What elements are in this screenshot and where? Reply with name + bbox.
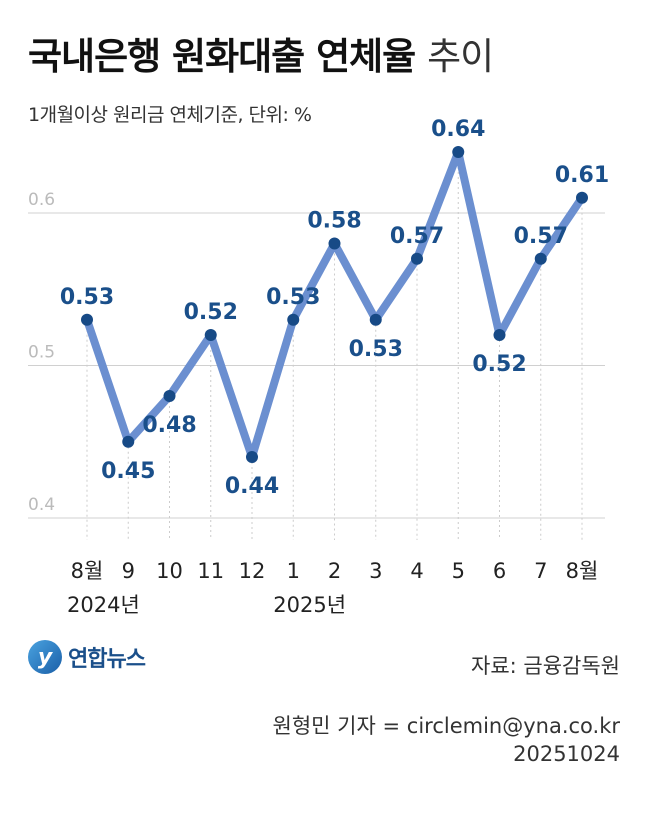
year-label: 2024년 <box>67 593 140 617</box>
data-point <box>163 390 176 402</box>
x-tick-label: 3 <box>369 559 382 583</box>
logo-text: 연합뉴스 <box>68 647 146 672</box>
data-point <box>81 313 93 326</box>
credit-reporter: 원형민 기자 = circlemin@yna.co.kr <box>272 714 620 738</box>
data-label: 0.61 <box>555 163 609 188</box>
credit: 원형민 기자 = circlemin@yna.co.kr 20251024 <box>273 712 620 768</box>
logo-mark-icon: y <box>28 640 62 674</box>
data-point <box>493 329 506 341</box>
data-label: 0.58 <box>307 209 361 234</box>
x-tick-label: 7 <box>534 559 547 583</box>
y-tick-label: 0.6 <box>28 190 55 210</box>
line-chart: 0.4 0.5 0.6 0.53 0.45 0.48 0.52 0.44 0.53 0.58 0.… <box>28 117 609 617</box>
x-tick-label: 8월 <box>566 559 599 583</box>
data-point <box>204 329 217 341</box>
source-note: 자료: 금융감독원 <box>471 654 620 678</box>
data-label: 0.53 <box>266 285 320 310</box>
data-label: 0.53 <box>60 285 114 310</box>
year-label: 2025년 <box>273 593 346 617</box>
x-tick-label: 11 <box>197 559 224 583</box>
data-label: 0.44 <box>225 474 279 499</box>
data-point <box>411 252 423 265</box>
credit-date: 20251024 <box>513 742 620 766</box>
x-tick-label: 10 <box>156 559 183 583</box>
data-point <box>576 191 588 204</box>
yonhap-logo: y 연합뉴스 <box>28 640 146 674</box>
data-point <box>246 451 258 463</box>
y-tick-label: 0.5 <box>28 343 55 363</box>
data-label: 0.53 <box>349 337 403 362</box>
data-label: 0.64 <box>431 117 485 142</box>
data-point <box>122 435 135 448</box>
chart-title: 국내은행 원화대출 연체율 추이 <box>28 35 494 78</box>
y-tick-label: 0.4 <box>28 495 55 515</box>
data-label: 0.45 <box>101 459 155 484</box>
x-tick-label: 2 <box>328 559 341 583</box>
data-point <box>328 237 341 250</box>
data-label: 0.57 <box>390 224 444 249</box>
x-tick-label: 1 <box>287 559 300 583</box>
x-tick-label: 12 <box>239 559 266 583</box>
data-label: 0.48 <box>142 413 196 438</box>
x-tick-label: 8월 <box>71 559 104 583</box>
data-label: 0.57 <box>514 224 568 249</box>
chart-subtitle: 1개월이상 원리금 연체기준, 단위: % <box>28 104 312 126</box>
data-label: 0.52 <box>184 300 238 325</box>
data-point <box>287 313 300 326</box>
x-tick-label: 6 <box>493 559 506 583</box>
x-tick-label: 4 <box>410 559 423 583</box>
data-point <box>369 313 382 326</box>
data-label: 0.52 <box>472 352 526 377</box>
x-tick-label: 9 <box>122 559 135 583</box>
x-tick-label: 5 <box>452 559 465 583</box>
data-point <box>452 146 465 158</box>
data-point <box>534 252 547 265</box>
